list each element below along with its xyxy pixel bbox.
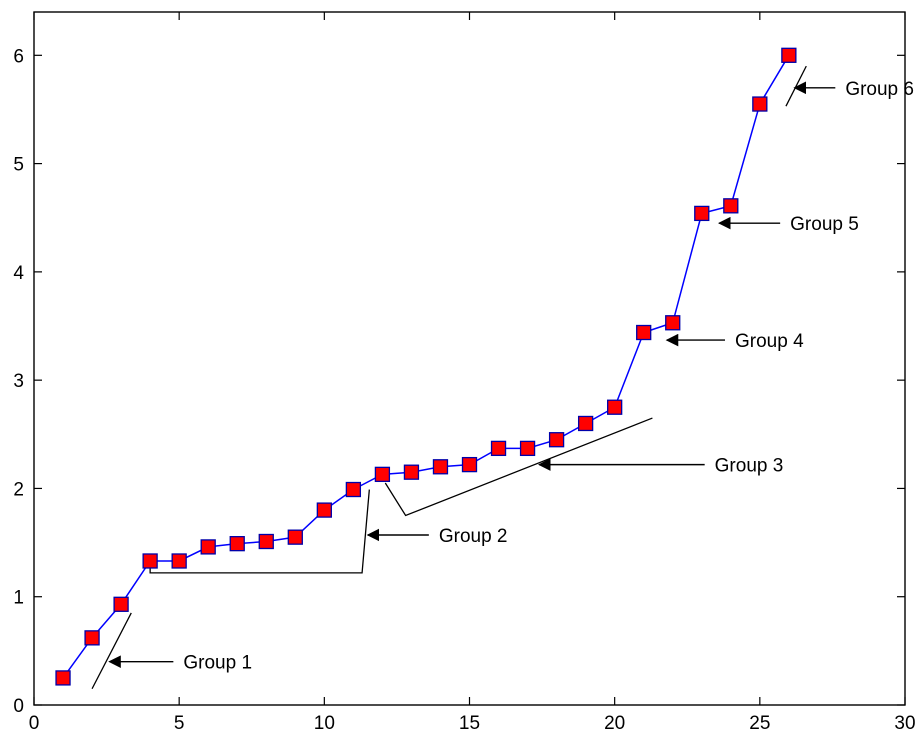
group-label: Group 3 bbox=[715, 456, 784, 477]
data-point-marker bbox=[577, 415, 594, 432]
y-tick-label: 1 bbox=[13, 588, 24, 609]
data-point-marker bbox=[200, 539, 216, 555]
group-label: Group 1 bbox=[183, 653, 252, 674]
data-point-marker bbox=[316, 502, 332, 518]
data-point-marker bbox=[636, 324, 652, 341]
data-markers bbox=[55, 47, 797, 686]
group-bracket-line bbox=[91, 612, 132, 690]
data-point-marker bbox=[461, 456, 478, 473]
group-label: Group 4 bbox=[735, 331, 804, 352]
group-label: Group 5 bbox=[790, 214, 859, 235]
data-point-marker bbox=[548, 432, 565, 448]
data-point-marker bbox=[84, 630, 100, 646]
data-point-marker bbox=[55, 670, 71, 686]
y-tick-label: 0 bbox=[13, 696, 24, 717]
data-point-marker bbox=[113, 596, 129, 612]
data-point-marker bbox=[345, 481, 362, 498]
x-tick-label: 5 bbox=[174, 713, 185, 734]
y-tick-label: 2 bbox=[13, 479, 24, 500]
x-tick-label: 15 bbox=[459, 713, 480, 734]
data-point-marker bbox=[490, 440, 507, 457]
data-point-marker bbox=[374, 466, 391, 483]
axis-ticks: 0 5 10 15 20 25 30 0 1 2 3 4 5 6 bbox=[13, 12, 916, 734]
data-point-marker bbox=[258, 533, 274, 550]
x-tick-label: 0 bbox=[29, 713, 40, 734]
x-tick-label: 20 bbox=[604, 713, 625, 734]
y-tick-label: 3 bbox=[13, 371, 24, 392]
data-point-marker bbox=[607, 399, 623, 415]
data-point-marker bbox=[432, 459, 449, 475]
x-tick-label: 10 bbox=[314, 713, 335, 734]
data-point-marker bbox=[519, 440, 536, 457]
data-point-marker bbox=[781, 47, 797, 63]
y-tick-label: 6 bbox=[13, 46, 24, 67]
y-tick-label: 5 bbox=[13, 155, 24, 176]
data-point-marker bbox=[723, 198, 739, 214]
y-tick-label: 4 bbox=[13, 263, 24, 284]
data-point-marker bbox=[403, 464, 420, 480]
group-annotations: Group 1 Group 2 Group 3 Group 4 Group 5 Group… bbox=[91, 65, 914, 690]
x-tick-label: 25 bbox=[749, 713, 770, 734]
data-point-marker bbox=[171, 553, 187, 569]
data-point-marker bbox=[142, 553, 158, 569]
data-point-marker bbox=[287, 529, 303, 545]
group-label: Group 2 bbox=[439, 526, 508, 547]
data-point-marker bbox=[752, 96, 768, 112]
data-point-marker bbox=[229, 536, 245, 552]
x-tick-label: 30 bbox=[894, 713, 915, 734]
plot-area-frame bbox=[33, 11, 906, 706]
group-label: Group 6 bbox=[845, 79, 914, 100]
data-point-marker bbox=[694, 205, 710, 222]
data-point-marker bbox=[665, 315, 681, 331]
group-bracket-line bbox=[384, 417, 653, 517]
